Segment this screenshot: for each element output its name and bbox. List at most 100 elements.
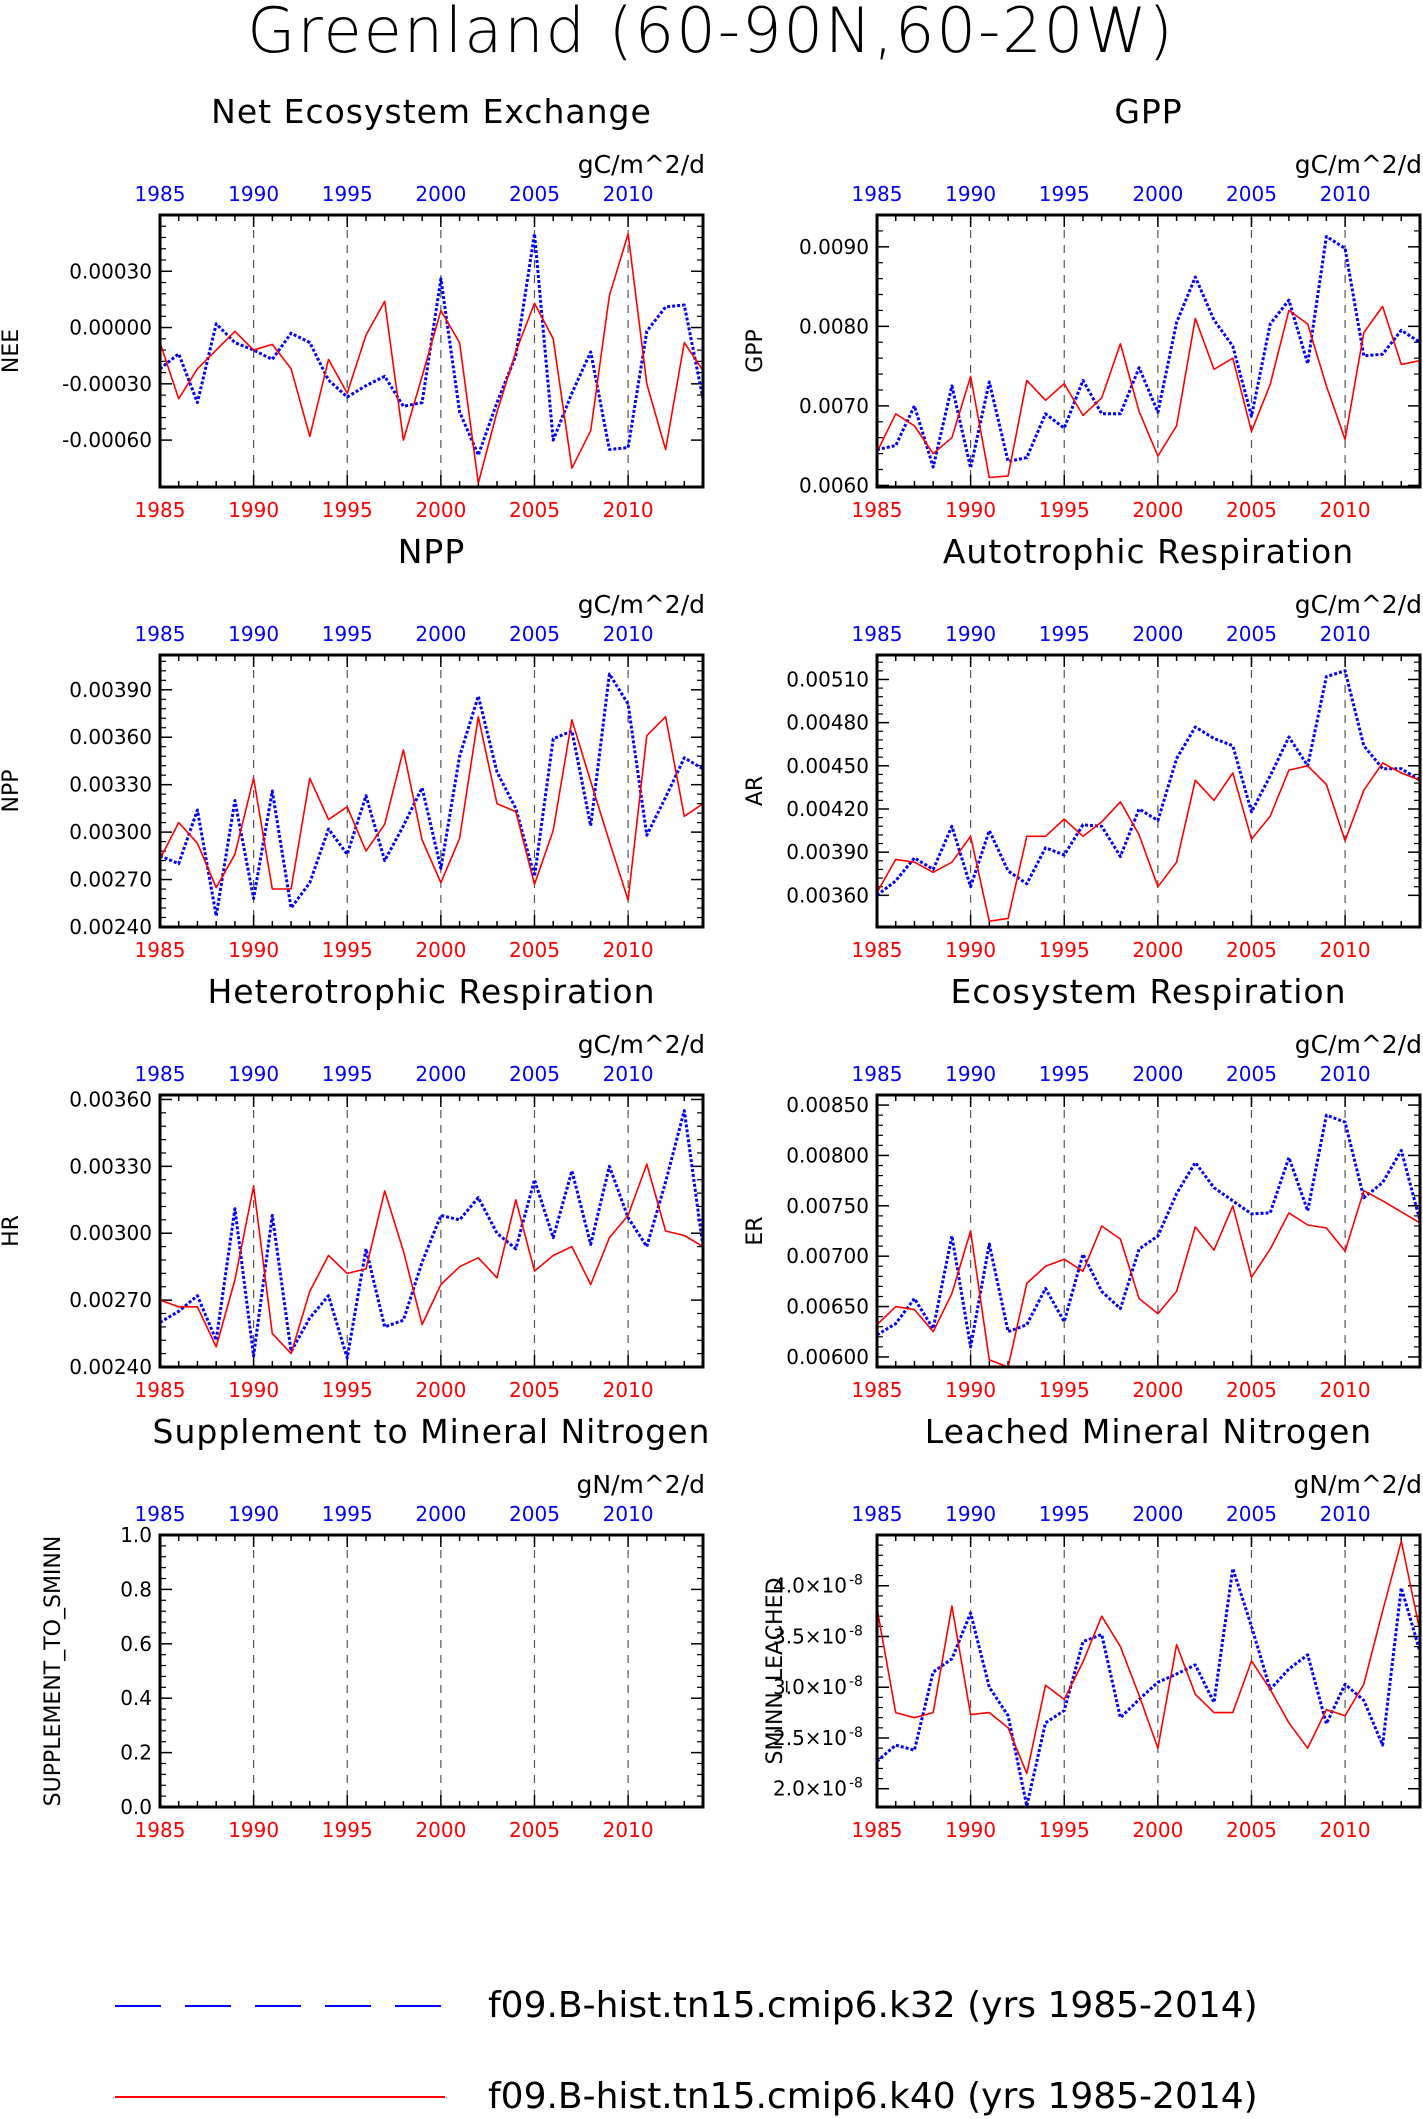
x-tick-label-bottom: 2010 — [603, 938, 654, 962]
series-line-k32 — [877, 235, 1420, 470]
panel-units: gC/m^2/d — [578, 590, 705, 619]
x-tick-label-bottom: 2000 — [1132, 1818, 1183, 1842]
y-tick-exponent: -8 — [849, 1623, 863, 1639]
x-tick-label-bottom: 1990 — [945, 938, 996, 962]
y-tick-label: 0.0 — [120, 1795, 152, 1819]
y-axis-label: SUPPLEMENT_TO_SMINN — [41, 1536, 66, 1807]
x-tick-label-bottom: 2005 — [509, 498, 560, 522]
panel-title: Net Ecosystem Exchange — [211, 92, 652, 131]
x-tick-label-bottom: 1990 — [945, 1818, 996, 1842]
panel-2: GPP gC/m^2/d 1985 1990 1995 2000 2005 2010 1985 1… — [743, 92, 1422, 522]
x-tick-label-top: 2010 — [1320, 1062, 1371, 1086]
x-tick-label-bottom: 2005 — [509, 938, 560, 962]
x-tick-label-top: 2000 — [415, 1062, 466, 1086]
x-tick-label-top: 2005 — [509, 1062, 560, 1086]
x-tick-label-top: 1995 — [322, 182, 373, 206]
y-tick-label: 0.8 — [120, 1577, 152, 1601]
series-line-k40 — [160, 715, 703, 901]
series-line-k40 — [877, 1540, 1420, 1775]
y-tick-label: 0.0090 — [799, 235, 869, 259]
panel-units: gN/m^2/d — [577, 1470, 706, 1499]
series-line-k32 — [160, 672, 703, 918]
y-tick-label: 0.00030 — [69, 259, 152, 283]
y-axis-label: SMINN_LEACHED — [763, 1578, 788, 1765]
y-tick-label: 0.00510 — [786, 667, 869, 691]
panel-4: Autotrophic Respiration gC/m^2/d 1985 1990 1… — [743, 532, 1422, 962]
x-tick-label-top: 2005 — [509, 622, 560, 646]
y-tick-label: -0.00030 — [62, 372, 152, 396]
x-tick-label-top: 1995 — [1039, 182, 1090, 206]
legend-label-k40: f09.B-hist.tn15.cmip6.k40 (yrs 1985-2014… — [488, 2076, 1258, 2117]
x-tick-label-bottom: 2000 — [1132, 938, 1183, 962]
x-tick-label-bottom: 1990 — [228, 938, 279, 962]
y-axis-label: ER — [743, 1216, 768, 1245]
x-tick-label-bottom: 2010 — [603, 1818, 654, 1842]
x-tick-label-top: 2010 — [603, 1062, 654, 1086]
y-tick-label: 2.5×10 — [773, 1726, 847, 1750]
x-tick-label-bottom: 2000 — [415, 938, 466, 962]
x-tick-label-top: 2000 — [1132, 1502, 1183, 1526]
x-tick-label-top: 2000 — [415, 182, 466, 206]
y-tick-label: 1.0 — [120, 1523, 152, 1547]
series-line-k40 — [877, 305, 1420, 479]
x-tick-label-top: 1985 — [135, 622, 186, 646]
y-tick-label: -0.00060 — [62, 428, 152, 452]
panel-units: gC/m^2/d — [1295, 590, 1422, 619]
x-tick-label-top: 1990 — [228, 1062, 279, 1086]
x-tick-label-top: 1995 — [1039, 1502, 1090, 1526]
y-axis-label: GPP — [743, 329, 768, 373]
plot-frame — [158, 1533, 705, 1809]
x-tick-label-top: 1985 — [135, 1062, 186, 1086]
series-line-k32 — [877, 1113, 1420, 1349]
series-line-k32 — [160, 232, 703, 457]
y-tick-label: 0.00240 — [69, 915, 152, 939]
y-tick-label: 0.00600 — [786, 1345, 869, 1369]
x-tick-label-top: 1990 — [945, 1062, 996, 1086]
series-line-k40 — [160, 1163, 703, 1355]
panel-title: Heterotrophic Respiration — [207, 972, 655, 1011]
x-tick-label-top: 2005 — [509, 182, 560, 206]
x-tick-label-bottom: 1995 — [322, 1378, 373, 1402]
x-tick-label-top: 2010 — [603, 622, 654, 646]
panel-5: Heterotrophic Respiration gC/m^2/d 1985 199… — [0, 972, 705, 1402]
series-line-k40 — [160, 233, 703, 485]
x-tick-label-bottom: 2000 — [1132, 1378, 1183, 1402]
series-line-k32 — [877, 669, 1420, 897]
y-tick-label: 0.00700 — [786, 1244, 869, 1268]
x-tick-label-top: 2005 — [1226, 1062, 1277, 1086]
x-tick-label-top: 1990 — [945, 622, 996, 646]
x-tick-label-top: 2010 — [603, 182, 654, 206]
x-tick-label-bottom: 1990 — [945, 498, 996, 522]
x-tick-label-bottom: 1985 — [852, 1378, 903, 1402]
series-line-k40 — [877, 1189, 1420, 1367]
x-tick-label-top: 1995 — [322, 1062, 373, 1086]
y-tick-label: 0.00650 — [786, 1295, 869, 1319]
x-tick-label-top: 2000 — [415, 1502, 466, 1526]
y-tick-label: 2.0×10 — [773, 1777, 847, 1801]
y-tick-exponent: -8 — [849, 1776, 863, 1792]
y-tick-label: 0.00360 — [69, 725, 152, 749]
panel-units: gC/m^2/d — [578, 1030, 705, 1059]
panel-title: Autotrophic Respiration — [943, 532, 1354, 571]
x-tick-label-top: 2005 — [1226, 182, 1277, 206]
plot-frame — [158, 653, 705, 929]
x-tick-label-top: 1995 — [1039, 1062, 1090, 1086]
x-tick-label-top: 1985 — [852, 1062, 903, 1086]
y-tick-label: 0.00750 — [786, 1194, 869, 1218]
y-axis-label: NEE — [0, 329, 24, 373]
x-tick-label-bottom: 1990 — [228, 1378, 279, 1402]
panel-3: NPP gC/m^2/d 1985 1990 1995 2000 2005 2010 1985 1… — [0, 532, 705, 962]
y-tick-label: 0.00450 — [786, 754, 869, 778]
x-tick-label-top: 2010 — [1320, 182, 1371, 206]
y-tick-label: 3.0×10 — [773, 1675, 847, 1699]
x-tick-label-bottom: 2000 — [415, 1818, 466, 1842]
panel-8: Leached Mineral Nitrogen gN/m^2/d 1985 1990… — [763, 1412, 1422, 1842]
y-tick-label: 0.00330 — [69, 1154, 152, 1178]
x-tick-label-bottom: 2005 — [1226, 938, 1277, 962]
x-tick-label-top: 1995 — [1039, 622, 1090, 646]
panel-title: Ecosystem Respiration — [950, 972, 1346, 1011]
x-tick-label-bottom: 2005 — [509, 1818, 560, 1842]
x-tick-label-bottom: 1985 — [135, 1818, 186, 1842]
y-tick-label: 0.00330 — [69, 773, 152, 797]
